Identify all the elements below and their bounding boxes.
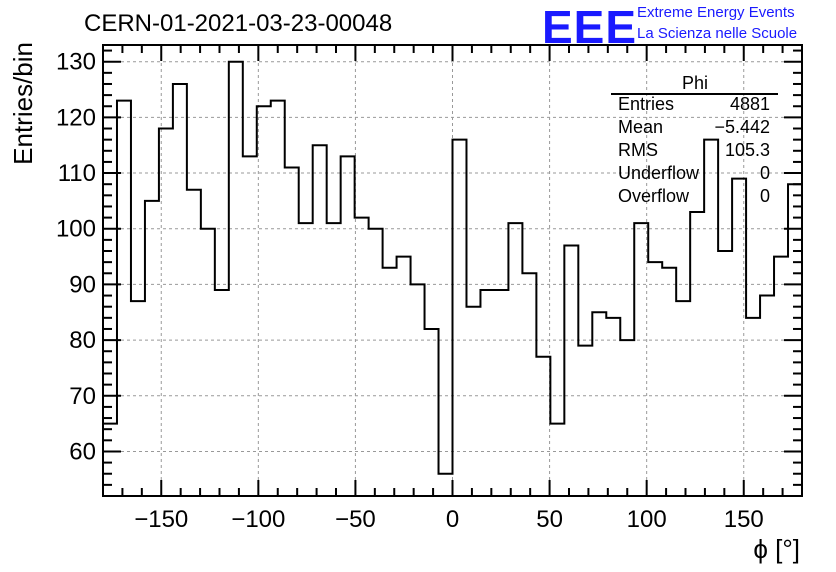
x-tick-label: −50 xyxy=(335,506,376,533)
y-tick-label: 120 xyxy=(56,104,96,131)
stat-overflow-label: Overflow xyxy=(618,186,690,206)
x-tick-label: 150 xyxy=(724,506,764,533)
stat-overflow-value: 0 xyxy=(759,186,770,206)
stat-underflow-label: Underflow xyxy=(618,163,700,183)
y-axis-label: Entries/bin xyxy=(8,42,38,165)
eee-logo: EEE xyxy=(542,1,638,53)
x-tick-label: 50 xyxy=(536,506,563,533)
logo-line-1: Extreme Energy Events xyxy=(637,4,795,21)
y-tick-label: 90 xyxy=(69,271,96,298)
stat-entries-label: Entries xyxy=(618,94,675,114)
y-tick-label: 80 xyxy=(69,327,96,354)
stat-rms-value: 105.3 xyxy=(724,140,770,160)
stat-entries-value: 4881 xyxy=(729,94,770,114)
stat-mean-value: −5.442 xyxy=(714,117,770,137)
x-tick-label: 100 xyxy=(627,506,667,533)
chart-title: CERN-01-2021-03-23-00048 xyxy=(84,10,393,37)
stat-mean-label: Mean xyxy=(618,117,664,137)
x-tick-label: 0 xyxy=(446,506,459,533)
stats-box-rule xyxy=(611,93,778,95)
x-tick-label: −150 xyxy=(134,506,188,533)
stat-rms-label: RMS xyxy=(618,140,658,160)
x-tick-label: −100 xyxy=(231,506,285,533)
y-tick-label: 130 xyxy=(56,49,96,76)
stat-underflow-value: 0 xyxy=(759,163,770,183)
stats-box-title: Phi xyxy=(681,73,708,93)
y-tick-label: 60 xyxy=(69,438,96,465)
histogram-series xyxy=(103,60,802,475)
logo-line-2: La Scienza nelle Scuole xyxy=(637,25,798,42)
y-tick-label: 110 xyxy=(58,160,96,187)
x-axis-label: ϕ [°] xyxy=(753,534,800,564)
y-tick-label: 70 xyxy=(69,383,96,410)
y-tick-label: 100 xyxy=(56,216,96,243)
